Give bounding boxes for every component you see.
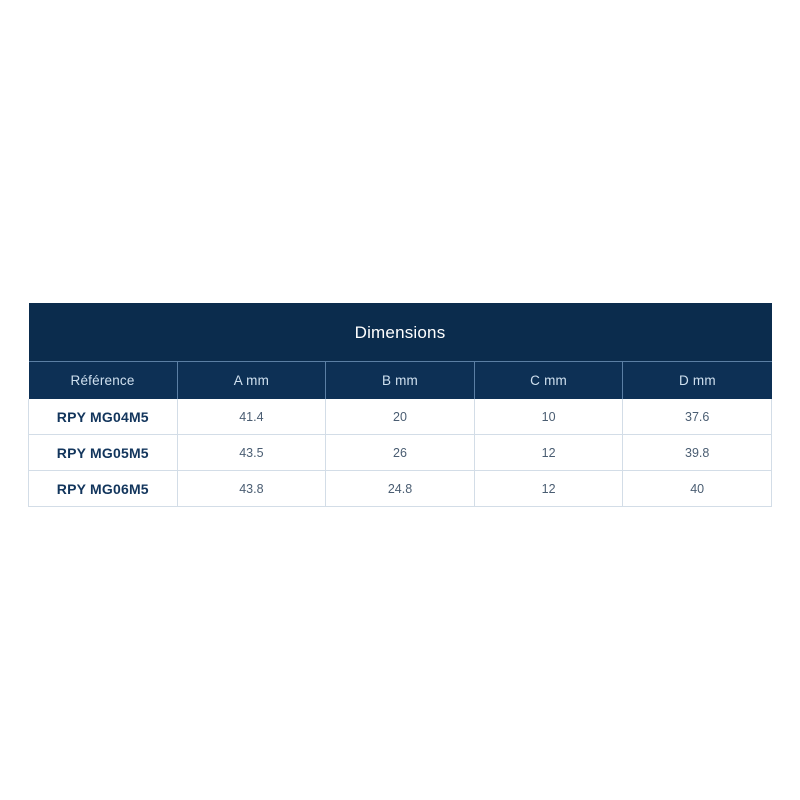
cell-c: 12 bbox=[474, 434, 624, 471]
column-header-c: C mm bbox=[474, 361, 624, 399]
cell-b: 24.8 bbox=[325, 470, 475, 507]
table-row: RPY MG04M5 41.4 20 10 37.6 bbox=[28, 399, 772, 435]
column-header-d: D mm bbox=[622, 361, 772, 399]
table-body: RPY MG04M5 41.4 20 10 37.6 RPY MG05M5 43… bbox=[28, 399, 772, 507]
cell-c: 10 bbox=[474, 399, 624, 435]
cell-d: 37.6 bbox=[622, 399, 772, 435]
cell-d: 39.8 bbox=[622, 434, 772, 471]
column-header-reference: Référence bbox=[28, 361, 178, 399]
cell-a: 41.4 bbox=[177, 399, 327, 435]
cell-reference: RPY MG04M5 bbox=[28, 399, 178, 435]
page-title: Dimensions bbox=[354, 322, 446, 342]
column-header-a: A mm bbox=[177, 361, 327, 399]
cell-b: 26 bbox=[325, 434, 475, 471]
table-row: RPY MG05M5 43.5 26 12 39.8 bbox=[28, 434, 772, 471]
cell-c: 12 bbox=[474, 470, 624, 507]
cell-a: 43.8 bbox=[177, 470, 327, 507]
cell-reference: RPY MG05M5 bbox=[28, 434, 178, 471]
cell-d: 40 bbox=[622, 470, 772, 507]
table-head: Dimensions Référence A mm B mm C mm D mm bbox=[28, 303, 772, 399]
cell-a: 43.5 bbox=[177, 434, 327, 471]
cell-reference: RPY MG06M5 bbox=[28, 470, 178, 507]
table-row: RPY MG06M5 43.8 24.8 12 40 bbox=[28, 470, 772, 507]
cell-b: 20 bbox=[325, 399, 475, 435]
table-title-row: Dimensions bbox=[28, 303, 772, 362]
column-header-row: Référence A mm B mm C mm D mm bbox=[28, 361, 772, 399]
table-title-cell: Dimensions bbox=[28, 303, 772, 362]
dimensions-table: Dimensions Référence A mm B mm C mm D mm… bbox=[28, 303, 772, 507]
column-header-b: B mm bbox=[325, 361, 475, 399]
